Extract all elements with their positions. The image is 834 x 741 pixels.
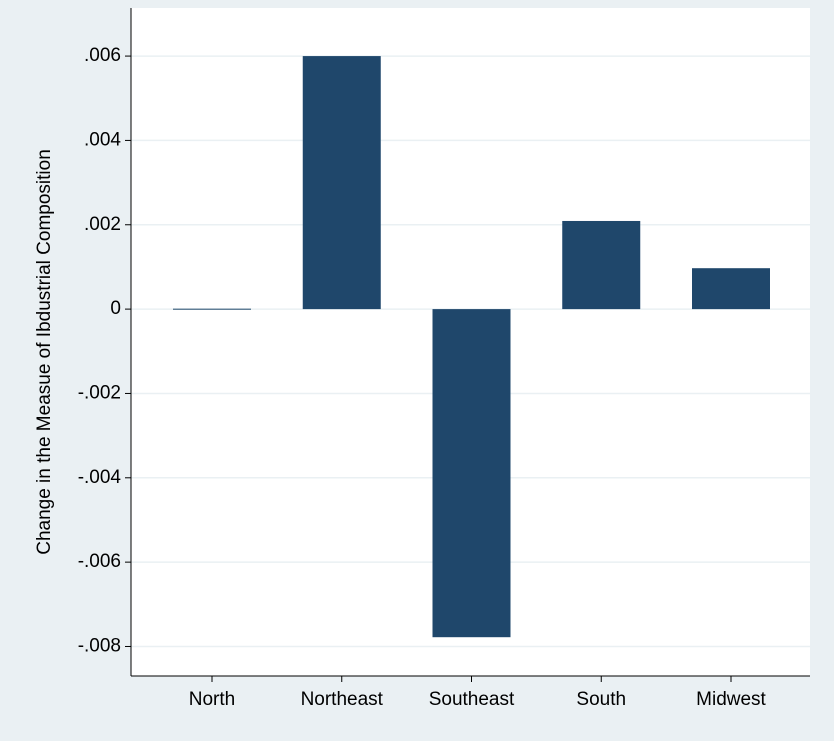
y-tick-label: .006 [84,45,121,66]
y-tick-label: -.004 [78,467,122,488]
x-tick-label: Midwest [696,689,766,710]
bar [562,220,641,310]
y-axis-label: Change in the Measue of Ibdustrial Compo… [34,149,55,555]
x-tick-label: Southeast [429,689,515,710]
y-tick-label: -.002 [78,382,121,403]
bar [692,268,770,310]
bar [432,309,511,638]
y-tick-label: -.006 [78,551,121,572]
y-tick-label: -.008 [78,635,121,656]
x-tick-label: Northeast [301,689,384,710]
x-tick-label: North [189,689,235,710]
bar [173,308,251,310]
y-tick-label: .002 [84,214,121,235]
y-tick-label: .004 [84,129,121,150]
x-tick-label: South [576,689,626,710]
y-tick-label: 0 [110,298,121,319]
bar [302,56,381,310]
